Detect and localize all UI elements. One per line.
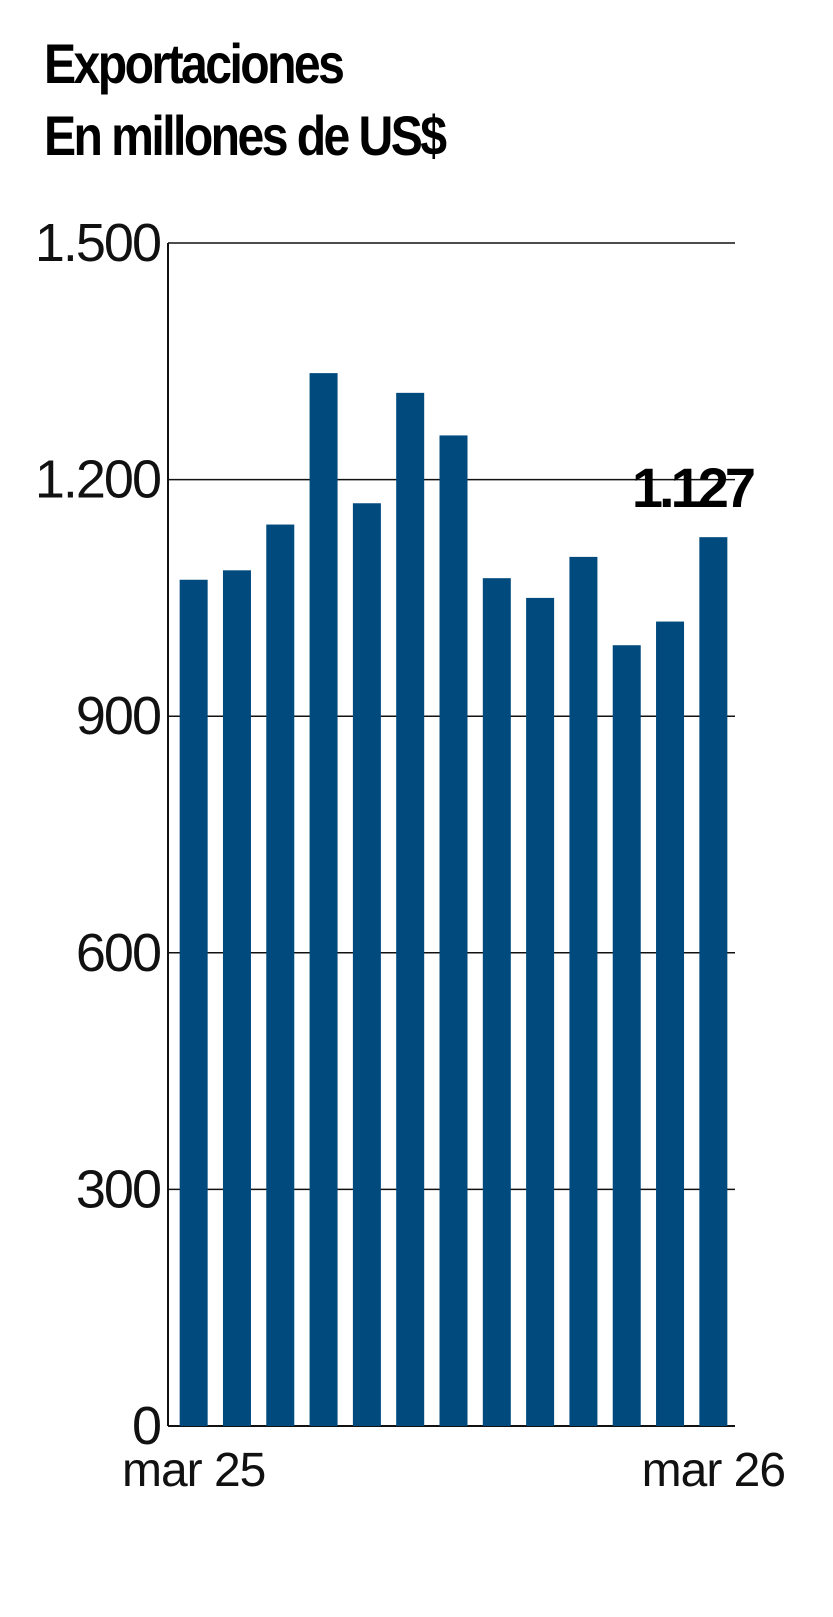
annotations: 1.127 <box>632 456 758 519</box>
bar <box>396 392 425 1426</box>
bar <box>656 621 685 1426</box>
chart-title-block: Exportaciones En millones de US$ <box>44 28 447 172</box>
y-tick-label: 1.200 <box>35 450 160 510</box>
bar <box>439 435 468 1426</box>
bar <box>179 579 208 1426</box>
y-tick-label: 900 <box>76 686 160 746</box>
bar <box>569 556 598 1426</box>
chart-subtitle: En millones de US$ <box>44 104 447 167</box>
bar <box>699 537 728 1426</box>
y-tick-label: 1.500 <box>35 213 160 273</box>
y-tick-label: 600 <box>76 923 160 983</box>
chart-title: Exportaciones <box>44 32 345 95</box>
bars <box>179 373 728 1426</box>
data-label: 1.127 <box>632 456 754 519</box>
y-axis-ticks: 0 300 600 900 1.200 1.500 <box>35 213 162 1456</box>
bar <box>222 570 251 1426</box>
x-tick-label: mar 26 <box>642 1444 785 1497</box>
y-tick-label: 300 <box>76 1159 160 1219</box>
bar <box>266 524 295 1426</box>
bar <box>526 597 555 1426</box>
bar <box>482 578 511 1426</box>
x-tick-label: mar 25 <box>122 1444 265 1497</box>
x-axis-ticks: mar 25 mar 26 <box>122 1444 786 1497</box>
bar <box>352 503 381 1426</box>
bar <box>309 373 338 1426</box>
bar <box>612 645 641 1426</box>
y-tick-label: 0 <box>132 1396 160 1456</box>
